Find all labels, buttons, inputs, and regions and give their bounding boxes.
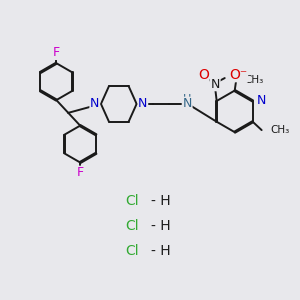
Text: O: O [198, 68, 209, 82]
Text: CH₃: CH₃ [244, 75, 264, 85]
Text: N: N [182, 98, 192, 110]
Text: - H: - H [152, 219, 171, 233]
Text: N: N [138, 98, 148, 110]
Text: N: N [90, 98, 100, 110]
Text: F: F [76, 167, 84, 179]
Text: H: H [183, 94, 191, 103]
Text: F: F [53, 46, 60, 59]
Text: - H: - H [152, 194, 171, 208]
Text: CH₃: CH₃ [270, 125, 289, 135]
Text: - H: - H [152, 244, 171, 258]
Text: Cl: Cl [125, 194, 139, 208]
Text: Cl: Cl [125, 244, 139, 258]
Text: O⁻: O⁻ [229, 68, 248, 82]
Text: N: N [211, 77, 220, 91]
Text: Cl: Cl [125, 219, 139, 233]
Text: N: N [257, 94, 266, 107]
